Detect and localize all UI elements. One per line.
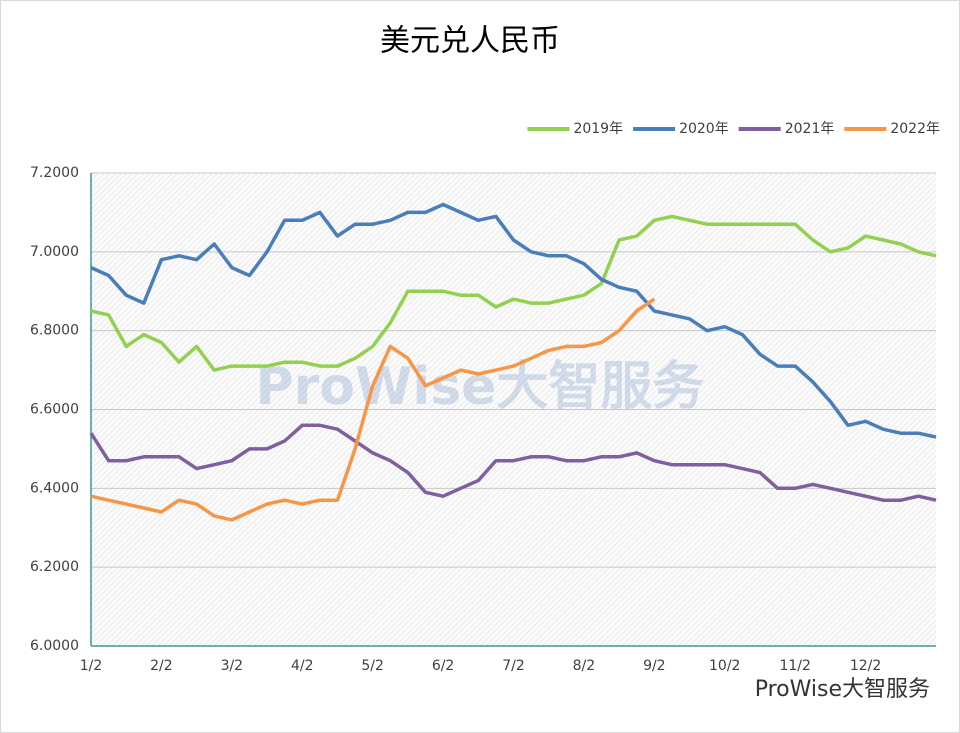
x-tick-label: 3/2 (221, 658, 244, 674)
x-tick-label: 2/2 (150, 658, 173, 674)
x-tick-label: 9/2 (643, 658, 666, 674)
legend-label: 2019年 (573, 121, 623, 137)
y-tick-label: 6.6000 (30, 402, 79, 418)
legend-label: 2022年 (890, 121, 940, 137)
x-tick-label: 1/2 (80, 658, 103, 674)
x-tick-label: 8/2 (573, 658, 596, 674)
x-tick-label: 12/2 (850, 658, 881, 674)
y-tick-label: 7.2000 (30, 165, 79, 181)
y-tick-label: 6.4000 (30, 480, 79, 496)
series-line (90, 202, 937, 439)
y-tick-label: 7.0000 (30, 244, 79, 260)
y-tick-label: 6.2000 (30, 559, 79, 575)
x-tick-label: 7/2 (502, 658, 525, 674)
x-tick-label: 11/2 (779, 658, 810, 674)
x-tick-label: 10/2 (709, 658, 740, 674)
series-line (90, 214, 937, 372)
legend-label: 2021年 (785, 121, 835, 137)
x-tick-label: 5/2 (361, 658, 384, 674)
legend-label: 2020年 (679, 121, 729, 137)
y-tick-label: 6.8000 (30, 323, 79, 339)
chart-title: 美元兑人民币 (380, 24, 560, 59)
x-tick-label: 4/2 (291, 658, 314, 674)
series-line (89, 423, 937, 502)
y-tick-label: 6.0000 (30, 638, 79, 654)
series-line (90, 297, 656, 522)
x-tick-label: 6/2 (432, 658, 455, 674)
footer: ProWise大智服务 (755, 677, 930, 702)
